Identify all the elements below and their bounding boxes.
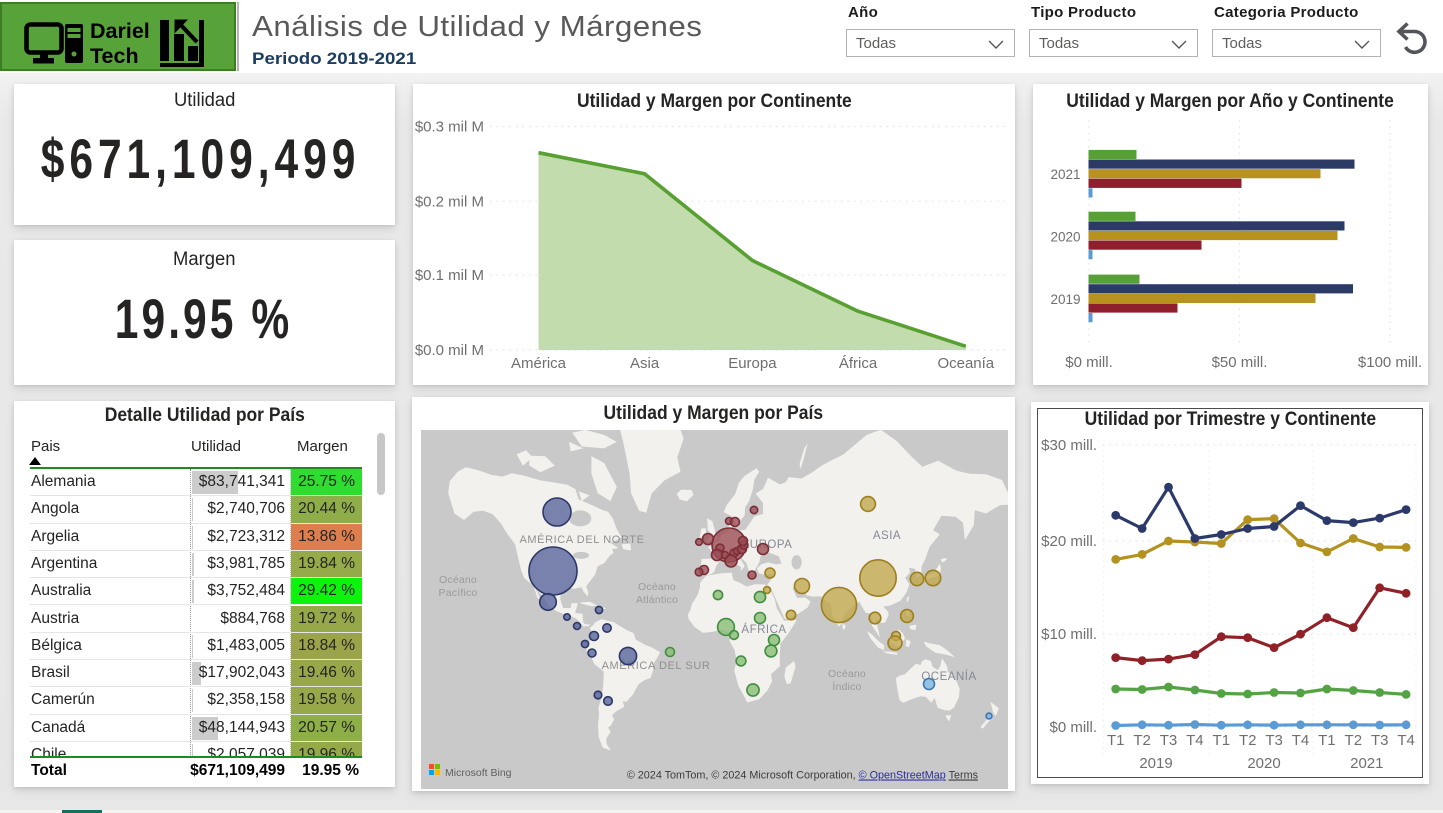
svg-text:$0.0 mil M: $0.0 mil M bbox=[415, 342, 484, 359]
svg-text:Tech: Tech bbox=[90, 44, 139, 67]
svg-text:$50 mill.: $50 mill. bbox=[1212, 354, 1268, 371]
svg-text:AMÉRICA DEL SUR: AMÉRICA DEL SUR bbox=[602, 659, 711, 672]
svg-text:Asia: Asia bbox=[630, 355, 660, 372]
svg-text:AMÉRICA DEL NORTE: AMÉRICA DEL NORTE bbox=[519, 533, 644, 546]
svg-text:2019: 2019 bbox=[1139, 755, 1172, 772]
svg-text:África: África bbox=[839, 355, 878, 372]
svg-text:OCEANÍA: OCEANÍA bbox=[921, 670, 976, 683]
svg-text:ÁFRICA: ÁFRICA bbox=[741, 623, 786, 636]
svg-text:Océano: Océano bbox=[828, 668, 866, 680]
svg-text:T4: T4 bbox=[1186, 732, 1204, 749]
svg-text:T2: T2 bbox=[1345, 732, 1363, 749]
svg-text:Pacífico: Pacífico bbox=[439, 587, 478, 599]
svg-text:T2: T2 bbox=[1239, 732, 1257, 749]
svg-text:2020: 2020 bbox=[1247, 755, 1280, 772]
svg-text:T1: T1 bbox=[1318, 732, 1336, 749]
svg-text:$30 mill.: $30 mill. bbox=[1041, 437, 1097, 454]
svg-text:T1: T1 bbox=[1213, 732, 1231, 749]
svg-text:T2: T2 bbox=[1133, 732, 1151, 749]
svg-text:T3: T3 bbox=[1265, 732, 1283, 749]
svg-text:T3: T3 bbox=[1371, 732, 1389, 749]
svg-text:Océano: Océano bbox=[638, 581, 676, 593]
svg-text:T4: T4 bbox=[1292, 732, 1310, 749]
svg-text:© 2024 TomTom, © 2024 Microsof: © 2024 TomTom, © 2024 Microsoft Corporat… bbox=[627, 770, 979, 782]
svg-text:Océano: Océano bbox=[439, 574, 477, 586]
svg-text:Europa: Europa bbox=[728, 355, 777, 372]
svg-text:T4: T4 bbox=[1397, 732, 1415, 749]
svg-text:$0 mill.: $0 mill. bbox=[1049, 719, 1097, 736]
svg-text:Dariel: Dariel bbox=[90, 19, 150, 43]
svg-text:América: América bbox=[511, 355, 567, 372]
svg-text:$0 mill.: $0 mill. bbox=[1065, 354, 1113, 371]
svg-text:$100 mill.: $100 mill. bbox=[1358, 354, 1422, 371]
svg-text:Índico: Índico bbox=[832, 680, 861, 693]
svg-text:2021: 2021 bbox=[1050, 167, 1080, 182]
svg-text:2021: 2021 bbox=[1350, 755, 1383, 772]
svg-text:$10 mill.: $10 mill. bbox=[1041, 626, 1097, 643]
svg-text:ASIA: ASIA bbox=[873, 530, 901, 542]
svg-text:2020: 2020 bbox=[1050, 230, 1080, 245]
svg-text:Microsoft Bing: Microsoft Bing bbox=[445, 767, 512, 779]
svg-text:2019: 2019 bbox=[1050, 292, 1080, 307]
svg-text:Oceanía: Oceanía bbox=[937, 355, 994, 372]
svg-text:$20 mill.: $20 mill. bbox=[1041, 533, 1097, 550]
svg-text:Atlántico: Atlántico bbox=[636, 594, 678, 606]
svg-text:$0.2 mil M: $0.2 mil M bbox=[415, 193, 484, 210]
svg-text:$0.3 mil M: $0.3 mil M bbox=[415, 119, 484, 136]
svg-text:$0.1 mil M: $0.1 mil M bbox=[415, 267, 484, 284]
svg-text:T3: T3 bbox=[1160, 732, 1178, 749]
svg-text:T1: T1 bbox=[1107, 732, 1125, 749]
